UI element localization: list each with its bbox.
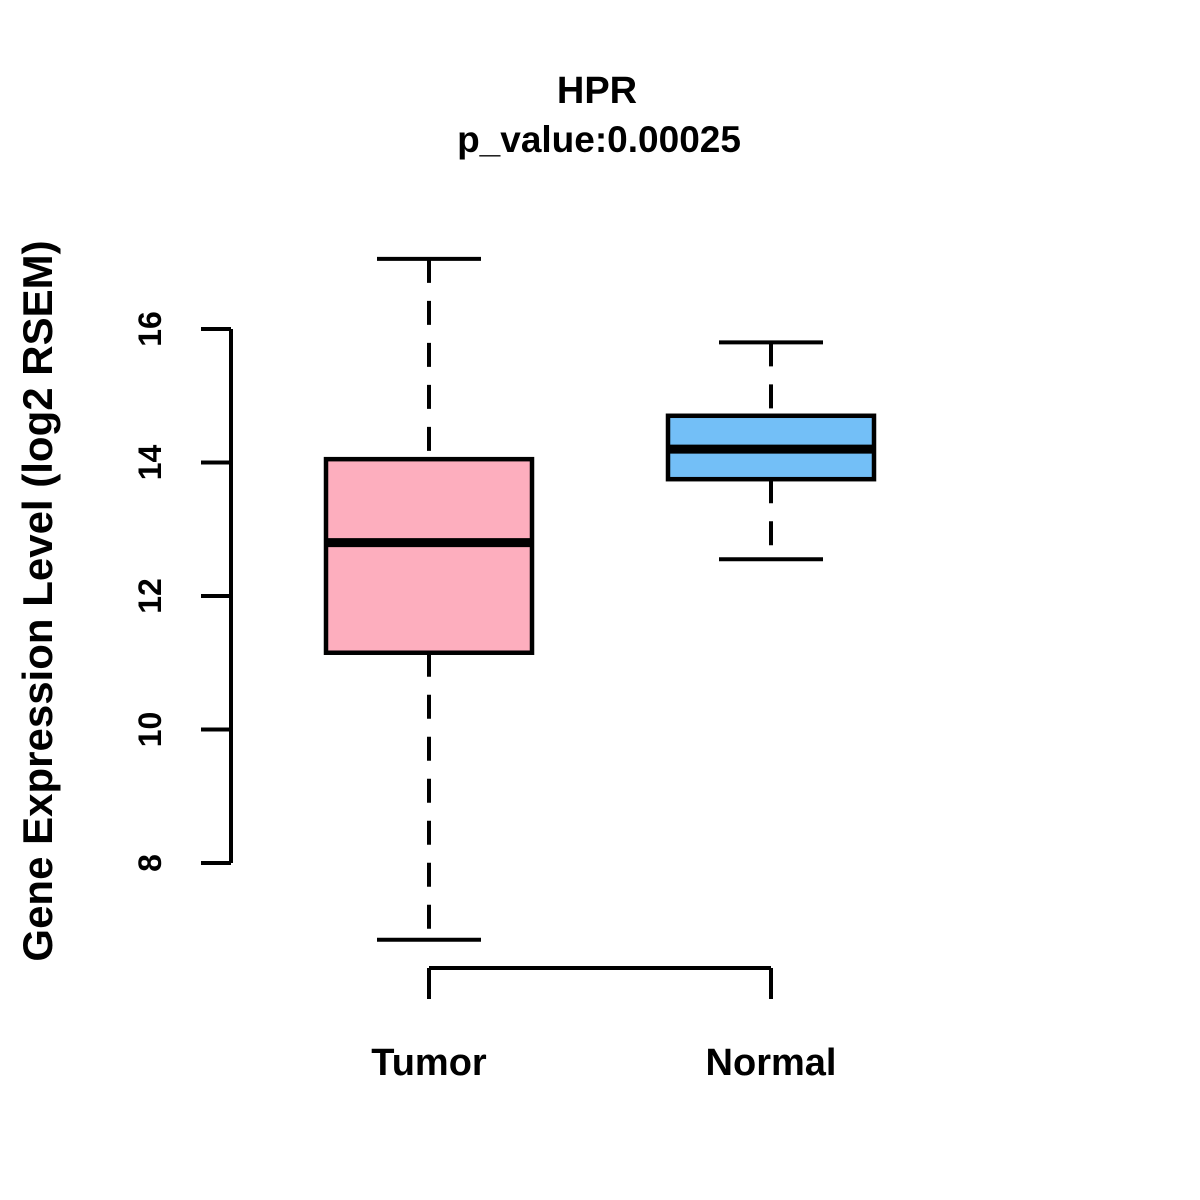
y-tick-label: 16 — [132, 311, 168, 347]
y-tick-label: 14 — [132, 445, 168, 481]
chart-subtitle: p_value:0.00025 — [457, 119, 741, 160]
y-tick-label: 10 — [132, 712, 168, 748]
chart-title: HPR — [556, 70, 638, 112]
y-tick-label: 8 — [132, 854, 168, 872]
x-category-label-normal: Normal — [705, 1042, 837, 1084]
x-category-label-tumor: Tumor — [371, 1042, 487, 1084]
y-tick-label: 12 — [132, 578, 168, 614]
iqr-box-tumor — [323, 456, 535, 655]
